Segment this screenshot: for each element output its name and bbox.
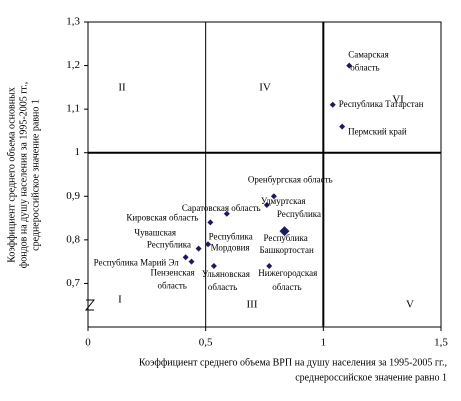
y-tick-label: 1: [75, 146, 81, 158]
y-axis-label: фондов на душу населения за 1995-2005 гг…: [18, 82, 29, 269]
point-label: область: [208, 282, 237, 292]
data-point: [279, 226, 290, 237]
point-label: Мордовия: [211, 243, 250, 253]
plot-frame: [87, 21, 442, 328]
data-point: [195, 245, 202, 252]
data-point: [188, 258, 195, 265]
data-point: [263, 202, 270, 208]
point-label: Пермский край: [348, 127, 407, 137]
point-label: Башкортостан: [260, 245, 314, 255]
y-tick-label: 0,8: [66, 233, 80, 245]
point-label: Кировская область: [126, 212, 198, 222]
point-label: Чувашская: [134, 227, 176, 237]
y-tick-label: 0,7: [66, 277, 80, 289]
point-label: Самарская: [348, 50, 389, 60]
y-axis-label: среднероссийское значение равно 1: [30, 99, 41, 251]
point-label: Пензенская: [151, 268, 195, 278]
point-label: Оренбургская область: [248, 174, 333, 184]
region-label: V: [406, 299, 414, 311]
region-label: II: [118, 82, 126, 94]
point-label: Ульяновская: [202, 269, 250, 279]
data-point: [207, 219, 214, 226]
x-tick-label: 1,5: [434, 337, 448, 349]
point-label: область: [272, 282, 301, 292]
axis-break: [84, 299, 96, 311]
point-label: Саратовская область: [182, 203, 261, 213]
x-tick-label: 0: [85, 337, 91, 349]
y-tick-label: 1,3: [66, 16, 80, 28]
x-tick-label: 0,5: [199, 337, 213, 349]
point-label: Республика Марий Эл: [94, 257, 180, 267]
x-axis-label: Коэффициент среднего объема ВРП на душу …: [139, 357, 447, 368]
region-label: I: [118, 294, 122, 306]
point-label: Нижегородская: [258, 268, 317, 278]
y-axis-label: Коэффициент среднего объема основных: [6, 87, 17, 263]
point-label: Республика: [209, 232, 253, 242]
x-axis-label: среднероссийское значение равно 1: [295, 372, 447, 383]
data-point: [182, 254, 189, 261]
point-label: область: [350, 63, 379, 73]
data-point: [210, 263, 217, 269]
data-point: [266, 263, 273, 269]
point-label: Республика: [147, 239, 191, 249]
data-point: [329, 101, 336, 108]
x-tick-label: 1: [321, 337, 327, 349]
data-point: [339, 123, 346, 130]
point-label: Республика: [264, 233, 308, 243]
data-point: [346, 62, 353, 69]
point-label: Республика Татарстан: [339, 99, 424, 109]
data-point: [270, 193, 277, 200]
point-label: область: [158, 281, 187, 291]
y-tick-label: 1,1: [66, 103, 80, 115]
point-label: Удмуртская: [261, 196, 306, 206]
region-label: III: [247, 299, 258, 311]
y-tick-label: 0,9: [66, 190, 80, 202]
y-tick-label: 1,2: [66, 59, 80, 71]
region-label: IV: [259, 82, 271, 94]
point-label: Республика: [277, 209, 321, 219]
data-point: [205, 241, 212, 248]
region-label: VI: [392, 94, 404, 106]
data-point: [223, 210, 230, 217]
